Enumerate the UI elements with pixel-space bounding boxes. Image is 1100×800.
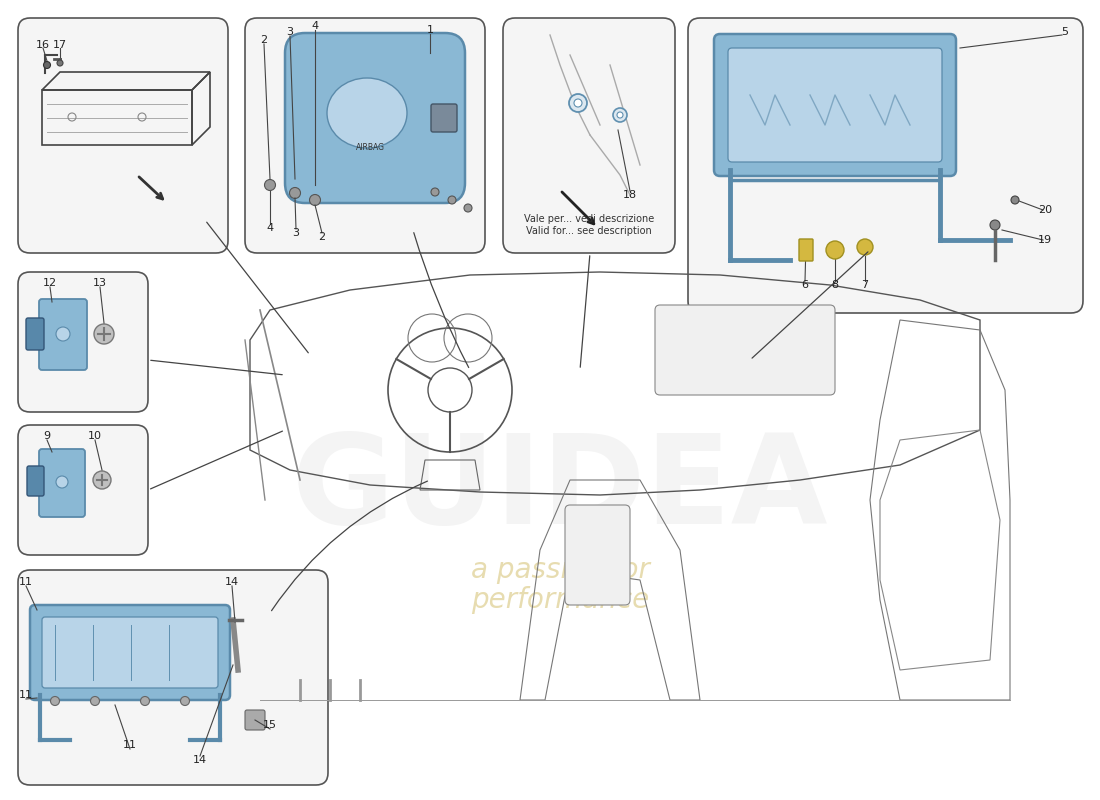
Text: 20: 20: [1038, 205, 1052, 215]
Text: 5: 5: [1062, 27, 1068, 37]
Text: 8: 8: [832, 280, 838, 290]
Text: 6: 6: [802, 280, 808, 290]
Text: 7: 7: [861, 280, 869, 290]
Text: 10: 10: [88, 431, 102, 441]
Circle shape: [448, 196, 456, 204]
Text: 13: 13: [94, 278, 107, 288]
FancyBboxPatch shape: [654, 305, 835, 395]
Text: a passion for: a passion for: [471, 556, 649, 584]
FancyBboxPatch shape: [728, 48, 942, 162]
Circle shape: [574, 99, 582, 107]
Circle shape: [464, 204, 472, 212]
Ellipse shape: [327, 78, 407, 148]
FancyBboxPatch shape: [245, 18, 485, 253]
FancyBboxPatch shape: [28, 466, 44, 496]
Text: 11: 11: [19, 690, 33, 700]
Circle shape: [94, 324, 114, 344]
Text: Vale per... vedi descrizione
Valid for... see description: Vale per... vedi descrizione Valid for..…: [524, 214, 654, 236]
FancyBboxPatch shape: [42, 617, 218, 688]
Text: 19: 19: [1038, 235, 1052, 245]
Circle shape: [613, 108, 627, 122]
Text: 12: 12: [43, 278, 57, 288]
Circle shape: [617, 112, 623, 118]
Circle shape: [180, 697, 189, 706]
Text: 1: 1: [427, 25, 433, 35]
FancyBboxPatch shape: [39, 449, 85, 517]
Circle shape: [289, 187, 300, 198]
Text: GUIDEA: GUIDEA: [292, 430, 828, 550]
FancyBboxPatch shape: [431, 104, 456, 132]
Circle shape: [51, 697, 59, 706]
Circle shape: [1011, 196, 1019, 204]
FancyBboxPatch shape: [26, 318, 44, 350]
FancyBboxPatch shape: [18, 18, 228, 253]
Text: 14: 14: [192, 755, 207, 765]
Text: performance: performance: [471, 586, 649, 614]
Text: 4: 4: [266, 223, 274, 233]
Text: 14: 14: [224, 577, 239, 587]
Text: 4: 4: [311, 21, 319, 31]
Circle shape: [264, 179, 275, 190]
FancyBboxPatch shape: [30, 605, 230, 700]
Text: 15: 15: [263, 720, 277, 730]
Circle shape: [90, 697, 99, 706]
FancyBboxPatch shape: [18, 570, 328, 785]
FancyBboxPatch shape: [688, 18, 1084, 313]
FancyBboxPatch shape: [799, 239, 813, 261]
Circle shape: [44, 62, 51, 69]
FancyBboxPatch shape: [285, 33, 465, 203]
FancyBboxPatch shape: [39, 299, 87, 370]
Text: 18: 18: [623, 190, 637, 200]
Text: 11: 11: [123, 740, 138, 750]
Text: 2: 2: [261, 35, 267, 45]
Text: AIRBAG: AIRBAG: [355, 143, 385, 153]
FancyBboxPatch shape: [18, 272, 148, 412]
Circle shape: [56, 327, 70, 341]
Circle shape: [141, 697, 150, 706]
Circle shape: [431, 188, 439, 196]
Text: 3: 3: [293, 228, 299, 238]
Circle shape: [57, 60, 63, 66]
FancyBboxPatch shape: [18, 425, 148, 555]
FancyBboxPatch shape: [714, 34, 956, 176]
Circle shape: [990, 220, 1000, 230]
FancyBboxPatch shape: [503, 18, 675, 253]
Text: 9: 9: [43, 431, 51, 441]
Circle shape: [826, 241, 844, 259]
Text: 2: 2: [318, 232, 326, 242]
Circle shape: [56, 476, 68, 488]
Circle shape: [569, 94, 587, 112]
Circle shape: [309, 194, 320, 206]
FancyBboxPatch shape: [245, 710, 265, 730]
Circle shape: [94, 471, 111, 489]
Text: 17: 17: [53, 40, 67, 50]
Text: 16: 16: [36, 40, 50, 50]
Text: 3: 3: [286, 27, 294, 37]
Text: 11: 11: [19, 577, 33, 587]
Circle shape: [857, 239, 873, 255]
FancyBboxPatch shape: [565, 505, 630, 605]
